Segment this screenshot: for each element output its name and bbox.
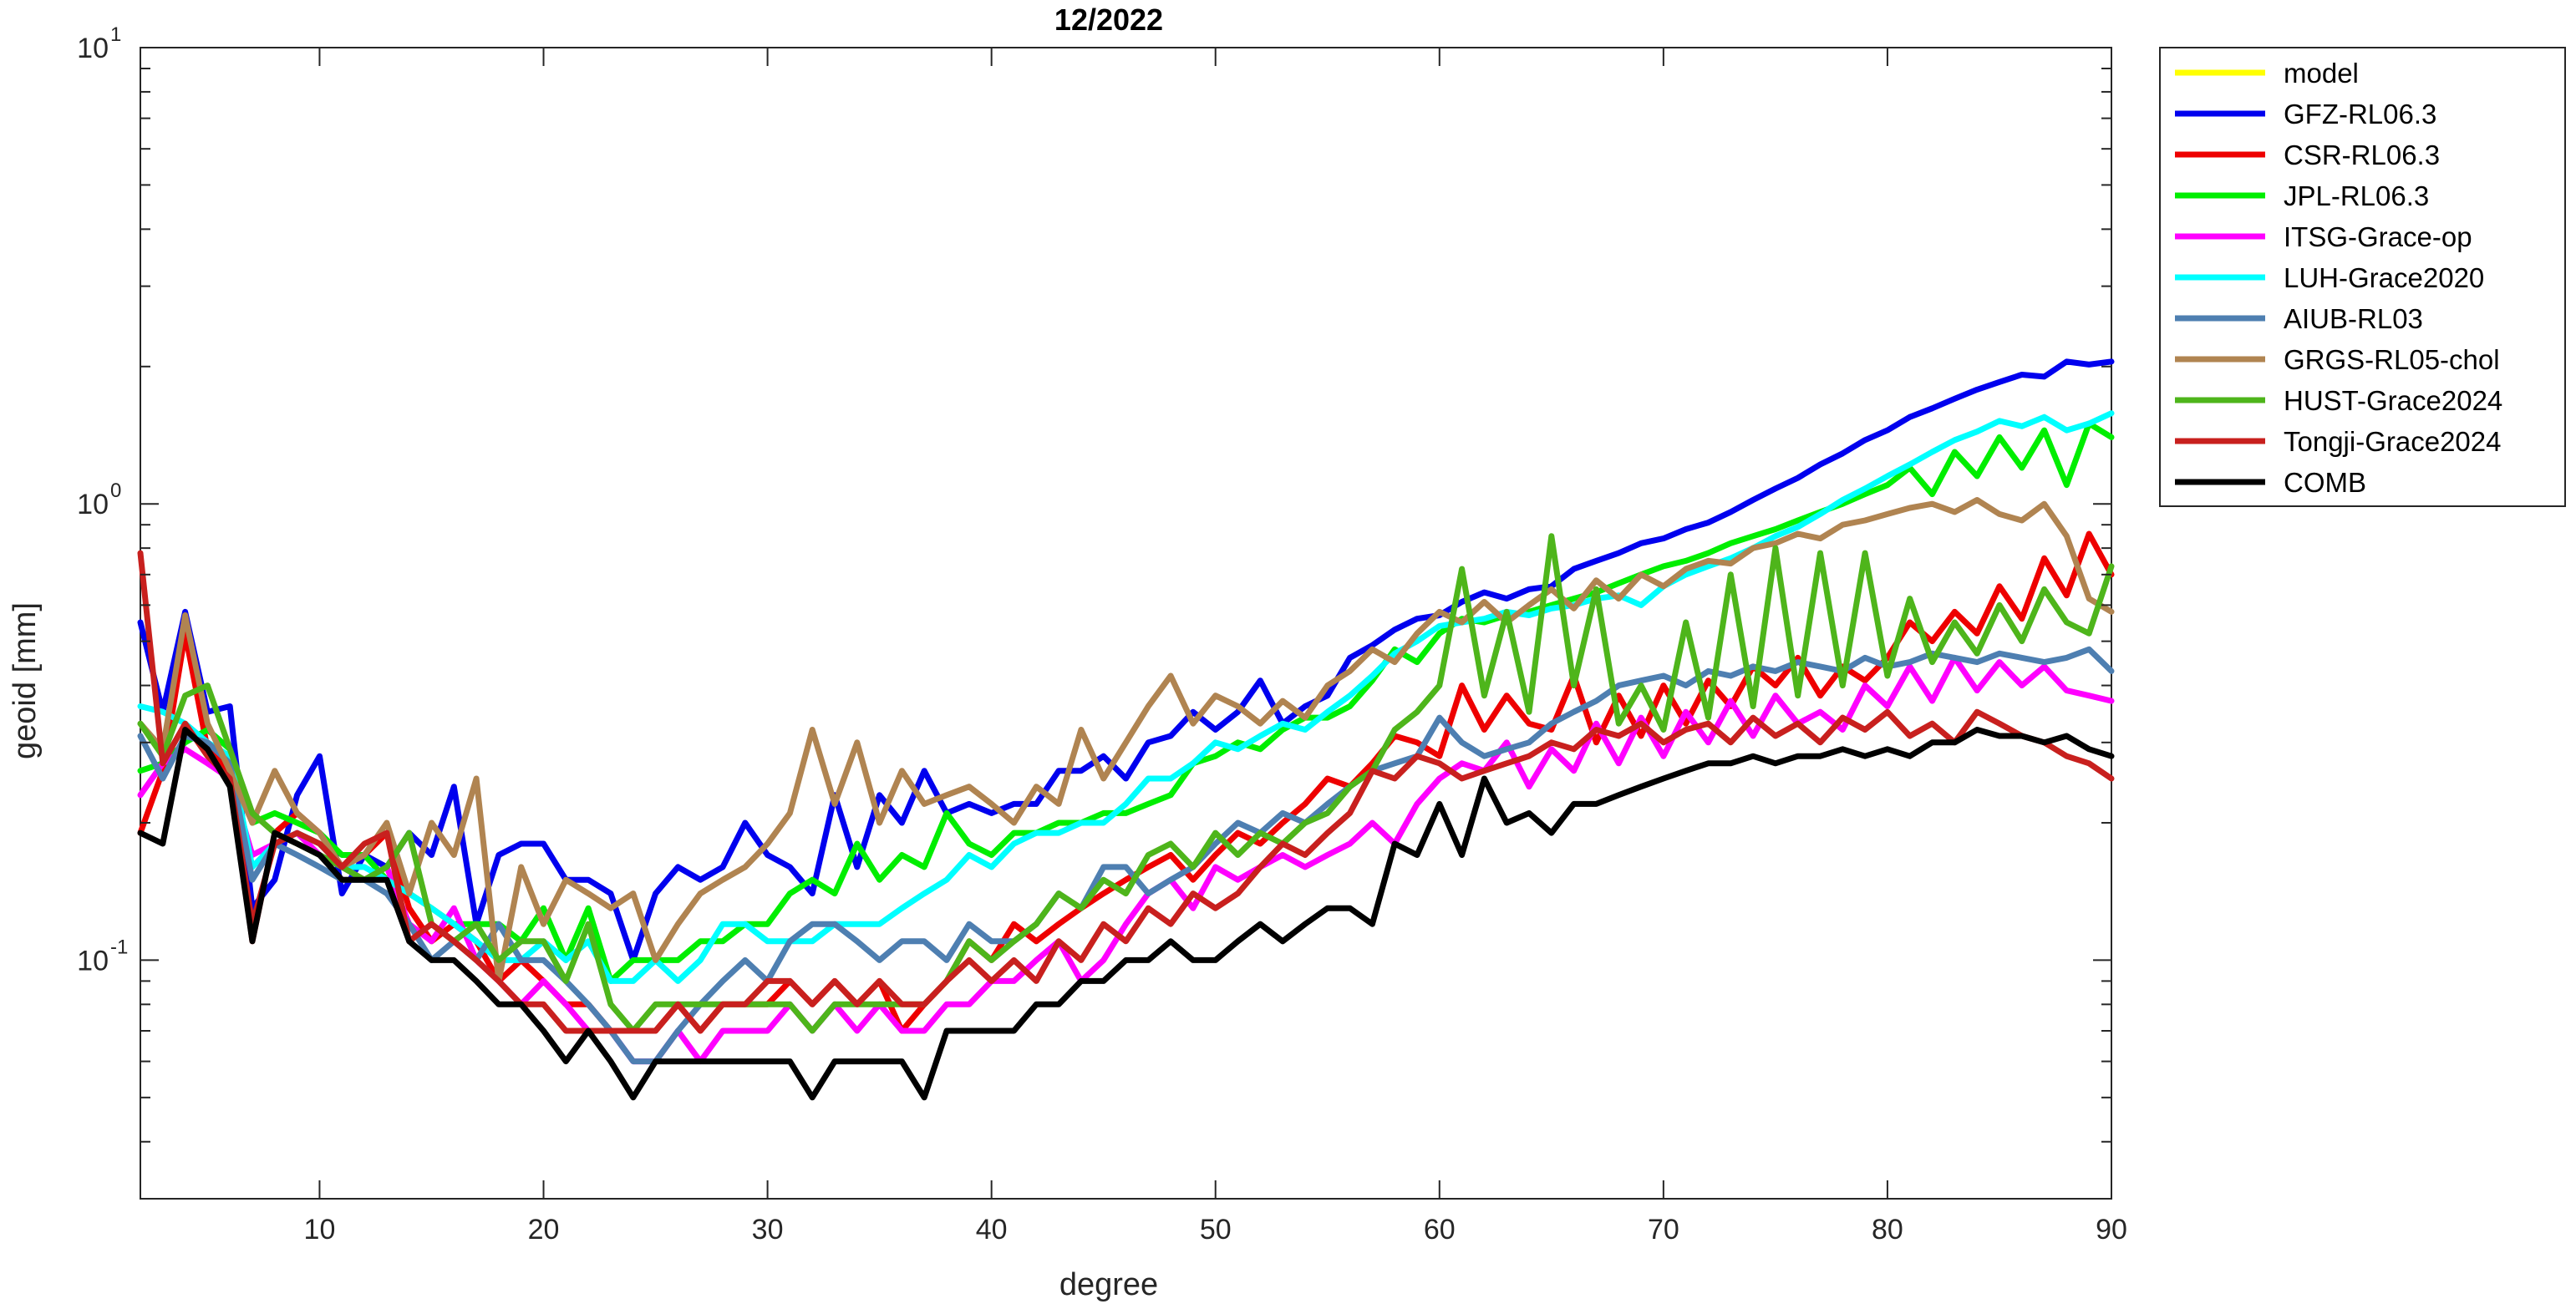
y-tick-label-base: 10: [77, 489, 109, 520]
x-tick-label: 20: [528, 1214, 560, 1246]
x-tick-label: 80: [1872, 1214, 1903, 1246]
legend-label: LUH-Grace2020: [2284, 262, 2484, 293]
x-axis-label: degree: [1059, 1267, 1158, 1302]
legend-item: AIUB-RL03: [2175, 303, 2423, 334]
series-line-gfz-rl06-3: [137, 358, 2115, 963]
legend-label: Tongji-Grace2024: [2284, 426, 2502, 457]
legend-label: CSR-RL06.3: [2284, 140, 2440, 170]
series-lines: [137, 358, 2115, 1101]
y-tick-label-base: 10: [77, 945, 109, 977]
x-tick-label: 10: [304, 1214, 336, 1246]
legend-label: JPL-RL06.3: [2284, 180, 2429, 211]
y-tick-label-exponent: -1: [110, 936, 128, 958]
chart-title: 12/2022: [1054, 3, 1163, 37]
y-tick-label: 10 -1: [77, 936, 128, 977]
y-tick-label: 10 1: [77, 23, 121, 64]
legend-item: model: [2175, 58, 2359, 89]
y-tick-label-exponent: 0: [110, 479, 121, 502]
legend: model GFZ-RL06.3 CSR-RL06.3 JPL-RL06.3 ITSG-…: [2159, 47, 2566, 507]
y-tick-label: 10 0: [77, 479, 121, 520]
x-tick-label: 60: [1424, 1214, 1456, 1246]
series-line-grgs-rl05-chol: [137, 497, 2115, 984]
x-tick-label: 40: [976, 1214, 1008, 1246]
legend-item: GRGS-RL05-chol: [2175, 344, 2500, 375]
y-tick-label-exponent: 1: [110, 23, 121, 46]
series-line-itsg-grace-op: [137, 654, 2115, 1065]
series-line-jpl-rl06-3: [137, 420, 2115, 984]
series-line-tongji-grace2024: [137, 550, 2115, 1034]
x-tick-label: 30: [752, 1214, 784, 1246]
x-tick-label: 70: [1648, 1214, 1679, 1246]
y-tick-label-base: 10: [77, 33, 109, 64]
legend-item: GFZ-RL06.3: [2175, 99, 2436, 129]
legend-item: JPL-RL06.3: [2175, 180, 2429, 211]
legend-items: model GFZ-RL06.3 CSR-RL06.3 JPL-RL06.3 ITSG-…: [2175, 58, 2502, 498]
legend-label: GRGS-RL05-chol: [2284, 344, 2500, 375]
series-line-hust-grace2024: [137, 533, 2115, 1034]
legend-item: COMB: [2175, 467, 2366, 498]
legend-item: ITSG-Grace-op: [2175, 221, 2472, 252]
legend-label: model: [2284, 58, 2359, 89]
x-tick-label: 50: [1200, 1214, 1232, 1246]
plot-box: [140, 47, 2112, 1200]
series-line-comb: [137, 727, 2115, 1101]
legend-label: HUST-Grace2024: [2284, 385, 2502, 416]
legend-item: LUH-Grace2020: [2175, 262, 2484, 293]
series-line-luh-grace2020: [137, 410, 2115, 984]
legend-label: COMB: [2284, 467, 2366, 498]
legend-item: CSR-RL06.3: [2175, 140, 2440, 170]
x-tick-label: 90: [2096, 1214, 2127, 1246]
legend-label: GFZ-RL06.3: [2284, 99, 2436, 129]
legend-item: HUST-Grace2024: [2175, 385, 2502, 416]
legend-item: Tongji-Grace2024: [2175, 426, 2502, 457]
legend-label: AIUB-RL03: [2284, 303, 2423, 334]
y-axis-label: geoid [mm]: [8, 602, 43, 759]
legend-label: ITSG-Grace-op: [2284, 221, 2472, 252]
